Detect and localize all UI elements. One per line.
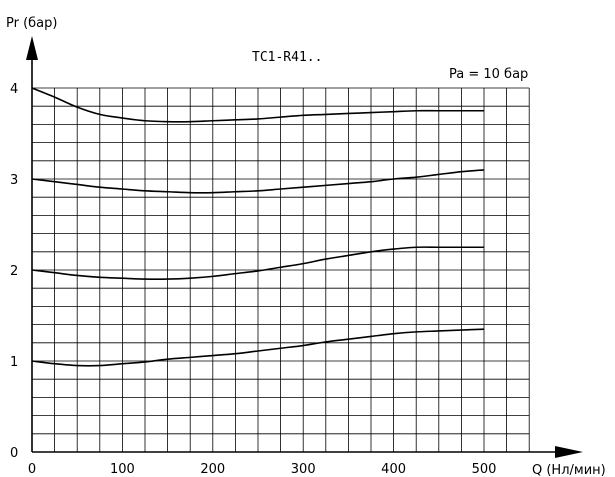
chart-title: TC1-R41..	[252, 50, 322, 65]
y-tick-label: 2	[10, 264, 18, 279]
grid	[32, 87, 530, 452]
tick-labels: 0 100 200 300 400 500 0 1 2 3 4	[10, 82, 496, 477]
x-tick-label: 100	[110, 462, 135, 477]
x-axis-arrow	[555, 446, 583, 458]
x-tick-label: 500	[472, 462, 497, 477]
x-tick-label: 200	[200, 462, 225, 477]
supply-pressure-annotation: Pa = 10 бар	[449, 67, 528, 82]
x-tick-label: 400	[381, 462, 406, 477]
y-tick-label: 0	[10, 446, 18, 461]
axes	[26, 36, 583, 458]
x-tick-label: 300	[291, 462, 316, 477]
curves	[31, 87, 485, 367]
series-line-4	[31, 328, 485, 367]
series-line-1	[31, 87, 484, 123]
x-axis-label: Q (Нл/мин)	[532, 463, 606, 477]
y-tick-label: 3	[10, 173, 18, 188]
x-tick-label: 0	[28, 462, 36, 477]
series-line-3	[31, 246, 484, 281]
y-axis-label: Pr (бар)	[6, 16, 57, 31]
y-tick-label: 1	[10, 355, 18, 370]
y-axis-arrow	[26, 36, 38, 60]
y-tick-label: 4	[10, 82, 18, 97]
series-line-2	[31, 169, 485, 194]
